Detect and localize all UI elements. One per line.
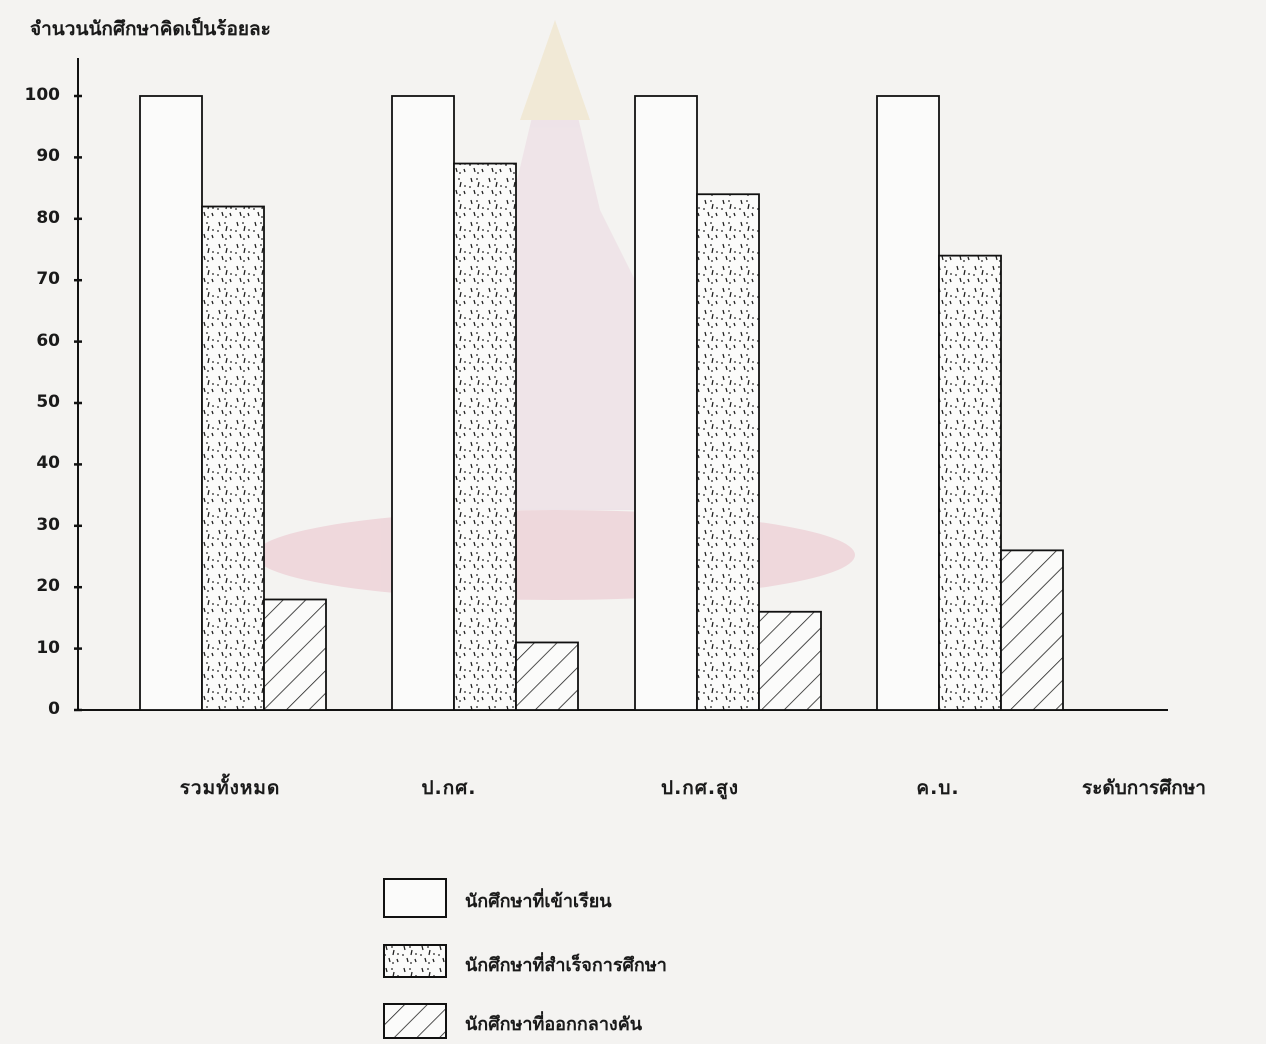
bar (876, 95, 940, 711)
y-tick-label: 70 (36, 269, 60, 290)
legend-swatch-dotted-icon (383, 944, 447, 978)
y-tick-label: 50 (36, 392, 60, 412)
x-tick-label: ป.กศ. (421, 777, 477, 799)
x-tick-label: ค.บ. (916, 777, 960, 799)
bar (139, 95, 203, 711)
legend-label: นักศึกษาที่ออกกลางคัน (465, 1014, 643, 1035)
y-tick-label: 10 (36, 637, 60, 658)
bar (263, 598, 327, 711)
x-tick-label: ป.กศ.สูง (661, 777, 739, 799)
y-tick-label: 100 (24, 85, 61, 105)
y-tick-label: 90 (36, 146, 60, 167)
bars (139, 95, 1064, 711)
bar (634, 95, 698, 711)
bar (938, 254, 1002, 711)
bar (515, 641, 579, 711)
bar (696, 193, 760, 711)
bar (1000, 549, 1064, 711)
legend-label: นักศึกษาที่เข้าเรียน (465, 891, 612, 912)
x-tick-label: รวมทั้งหมด (179, 777, 281, 799)
y-tick-label: 20 (36, 576, 60, 597)
y-tick-label: 60 (36, 330, 60, 351)
legend-swatch-hatched-icon (383, 1003, 447, 1039)
bar (758, 610, 822, 711)
bar (391, 95, 455, 711)
bar (201, 205, 265, 711)
x-axis-label: ระดับการศึกษา (1082, 777, 1206, 799)
y-tick-label: 40 (36, 453, 60, 474)
y-tick-label: 80 (36, 207, 60, 228)
y-tick-label: 0 (48, 699, 60, 719)
legend-swatch-blank-icon (383, 878, 447, 918)
legend-label: นักศึกษาที่สำเร็จการศึกษา (465, 955, 667, 976)
bar (453, 162, 517, 711)
y-tick-label: 30 (36, 514, 60, 535)
y-axis-label: จำนวนนักศึกษาคิดเป็นร้อยละ (30, 18, 271, 40)
